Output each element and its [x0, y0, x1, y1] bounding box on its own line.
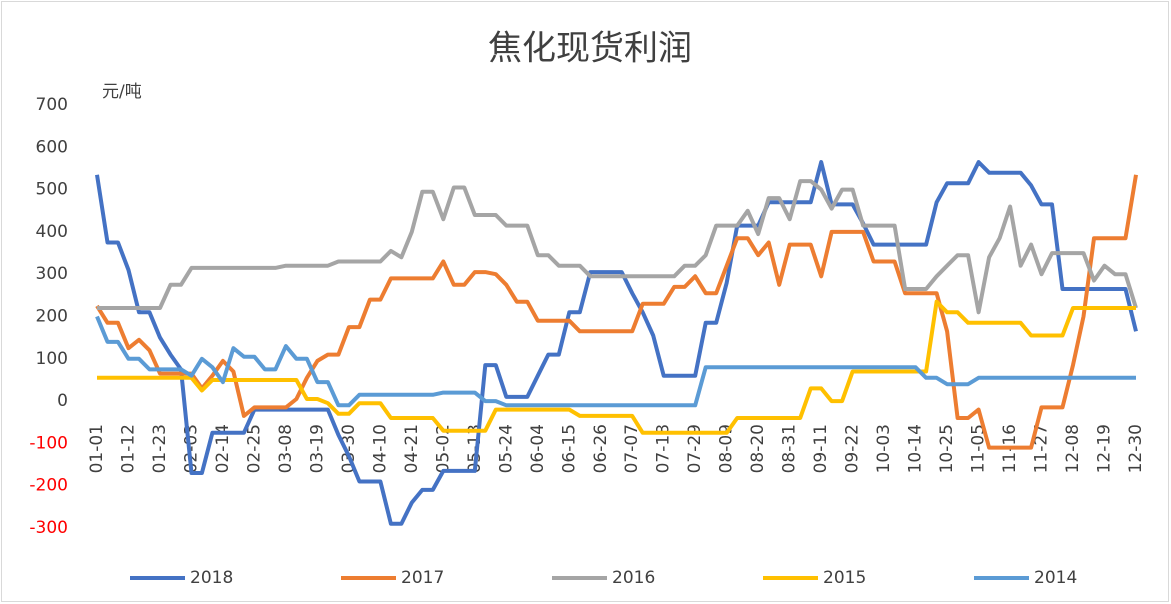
- chart-title: 焦化现货利润: [488, 29, 692, 69]
- x-tick-label: 03-30: [339, 424, 359, 473]
- x-tick-label: 02-25: [244, 424, 264, 473]
- x-tick-label: 09-22: [843, 424, 863, 473]
- y-tick-label: 100: [36, 349, 68, 369]
- legend-label: 2016: [612, 568, 655, 588]
- x-tick-label: 06-04: [528, 424, 548, 473]
- x-tick-label: 09-11: [811, 424, 831, 473]
- x-tick-label: 02-14: [213, 424, 233, 473]
- x-tick-label: 07-07: [622, 424, 642, 473]
- y-tick-label: 300: [36, 264, 68, 284]
- y-tick-label: 200: [36, 307, 68, 327]
- x-tick-label: 11-27: [1032, 424, 1052, 473]
- x-tick-label: 03-08: [276, 424, 296, 473]
- x-tick-label: 12-08: [1063, 424, 1083, 473]
- x-tick-label: 06-15: [559, 424, 579, 473]
- y-tick-label: 600: [36, 137, 68, 157]
- x-tick-label: 01-23: [150, 424, 170, 473]
- y-tick-label: -100: [29, 433, 68, 453]
- series-line: [97, 179, 1138, 315]
- x-tick-label: 08-31: [780, 424, 800, 473]
- x-tick-label: 10-03: [874, 424, 894, 473]
- x-tick-label: 10-14: [906, 424, 926, 473]
- x-tick-label: 12-30: [1126, 424, 1146, 473]
- y-tick-label: 500: [36, 180, 68, 200]
- x-tick-label: 08-20: [748, 424, 768, 473]
- x-tick-label: 04-21: [402, 424, 422, 473]
- series-line: [95, 315, 1136, 408]
- x-tick-label: 07-18: [654, 424, 674, 473]
- x-tick-label: 11-05: [969, 424, 989, 473]
- x-tick-label: 04-10: [370, 424, 390, 473]
- y-tick-label: 400: [36, 222, 68, 242]
- y-tick-label: -300: [29, 518, 68, 538]
- x-tick-label: 10-25: [937, 424, 957, 473]
- x-tick-label: 05-24: [496, 424, 516, 473]
- x-tick-label: 08-09: [717, 424, 737, 473]
- y-axis-label: 元/吨: [102, 82, 142, 102]
- x-tick-label: 07-29: [685, 424, 705, 473]
- x-tick-label: 01-12: [118, 424, 138, 473]
- x-tick-label: 03-19: [307, 424, 327, 473]
- x-tick-label: 01-01: [87, 424, 107, 473]
- series-line: [97, 299, 1136, 435]
- y-tick-label: 700: [36, 95, 68, 115]
- x-tick-label: 12-19: [1095, 424, 1115, 473]
- x-tick-label: 05-02: [433, 424, 453, 473]
- legend-label: 2018: [190, 568, 233, 588]
- x-tick-label: 06-26: [591, 424, 611, 473]
- legend-label: 2014: [1034, 568, 1077, 588]
- y-tick-label: 0: [57, 391, 68, 411]
- series-line: [95, 160, 1138, 526]
- legend-label: 2015: [823, 568, 866, 588]
- legend-label: 2017: [401, 568, 444, 588]
- series-line: [95, 174, 1138, 450]
- y-tick-label: -200: [29, 476, 68, 496]
